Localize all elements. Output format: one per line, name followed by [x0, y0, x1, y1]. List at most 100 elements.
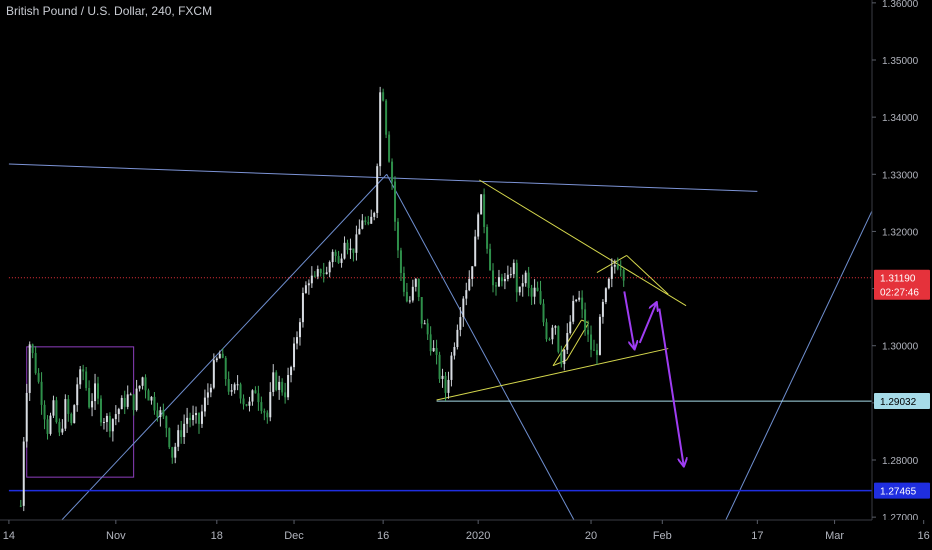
candles-layer	[19, 86, 625, 512]
candle-body	[97, 383, 100, 399]
candle-body	[414, 278, 417, 287]
candle-body	[560, 351, 563, 365]
candle-body	[587, 329, 590, 335]
candle-body	[46, 419, 49, 434]
candle-body	[34, 353, 37, 374]
candle-body	[281, 381, 284, 393]
candle-body	[474, 236, 477, 267]
candle-body	[293, 343, 296, 368]
candle-body	[471, 266, 474, 279]
candle-body	[227, 379, 230, 392]
candle-body	[542, 303, 545, 323]
x-tick-label: Nov	[106, 530, 126, 542]
candle-body	[388, 134, 391, 162]
time-axis-bg	[0, 520, 932, 550]
time-axis[interactable]: 14 Nov 18 Dec 16 2020 20 Feb 17 Mar 16	[0, 519, 932, 550]
candle-body	[245, 404, 248, 406]
candle-body	[385, 100, 388, 135]
candle-body	[370, 216, 373, 224]
candle-body	[147, 390, 150, 401]
x-tick-label: 16	[918, 530, 930, 542]
candle-body	[224, 357, 227, 380]
candle-body	[604, 288, 607, 302]
trend-line-4	[479, 179, 687, 307]
candle-body	[512, 262, 515, 275]
candle-body	[287, 375, 290, 398]
candle-body	[394, 181, 397, 222]
candle-body	[569, 321, 572, 334]
candle-body	[76, 384, 79, 406]
candle-body	[331, 251, 334, 263]
candle-body	[554, 326, 557, 328]
candle-body	[272, 372, 275, 392]
candle-body	[417, 278, 420, 298]
candle-body	[465, 290, 468, 299]
candle-body	[132, 394, 135, 411]
x-tick-label: 16	[377, 530, 389, 542]
candle-body	[19, 505, 22, 507]
y-tick-label: 1.35000	[882, 56, 919, 67]
price-tag-2	[874, 482, 930, 499]
candle-body	[316, 269, 319, 277]
candle-body	[22, 441, 25, 506]
candle-body	[399, 250, 402, 273]
candle-body	[195, 413, 198, 416]
candle-body	[239, 384, 242, 399]
candle-body	[566, 333, 569, 350]
y-tick-label: 1.32000	[882, 227, 919, 238]
candle-body	[251, 390, 254, 402]
candle-body	[85, 371, 88, 388]
y-tick-label: 1.27000	[882, 513, 919, 524]
candle-body	[278, 381, 281, 390]
candle-body	[257, 393, 260, 403]
candle-body	[304, 285, 307, 293]
candle-body	[492, 270, 495, 286]
candle-body	[572, 300, 575, 322]
candle-body	[355, 234, 358, 253]
candle-body	[506, 274, 509, 279]
candle-body	[480, 194, 483, 215]
price-tag-label: 1.31190	[880, 274, 916, 285]
candle-body	[426, 323, 429, 335]
x-tick-label: 2020	[466, 530, 490, 542]
trend-line-7	[626, 255, 669, 295]
candle-body	[168, 428, 171, 448]
candle-body	[203, 397, 206, 412]
y-tick-label: 1.34000	[882, 113, 919, 124]
candle-body	[322, 272, 325, 275]
candle-body	[391, 161, 394, 182]
projection-arrow-1	[638, 303, 657, 344]
candle-body	[364, 220, 367, 223]
candle-body	[58, 422, 61, 433]
candle-body	[284, 392, 287, 398]
price-tag-label: 1.27465	[880, 487, 917, 498]
candle-body	[361, 220, 364, 229]
candle-body	[396, 221, 399, 251]
candle-body	[402, 272, 405, 292]
candle-body	[298, 322, 301, 338]
candle-body	[382, 92, 385, 101]
x-tick-label: 18	[211, 530, 223, 542]
candle-body	[610, 266, 613, 279]
candle-body	[209, 387, 212, 393]
candle-body	[49, 415, 52, 434]
candle-body	[435, 347, 438, 355]
candle-body	[197, 413, 200, 424]
candle-body	[575, 299, 578, 301]
candle-body	[102, 422, 105, 424]
candle-body	[494, 285, 497, 287]
candle-body	[64, 399, 67, 429]
candle-body	[521, 283, 524, 287]
candle-body	[423, 323, 426, 325]
candle-body	[230, 390, 233, 392]
candle-body	[177, 430, 180, 447]
candle-body	[598, 316, 601, 355]
candle-body	[503, 278, 506, 282]
candle-body	[129, 394, 132, 396]
candle-body	[215, 358, 218, 361]
candle-body	[319, 269, 322, 273]
candle-body	[438, 354, 441, 379]
candle-body	[290, 367, 293, 376]
candle-body	[405, 291, 408, 302]
